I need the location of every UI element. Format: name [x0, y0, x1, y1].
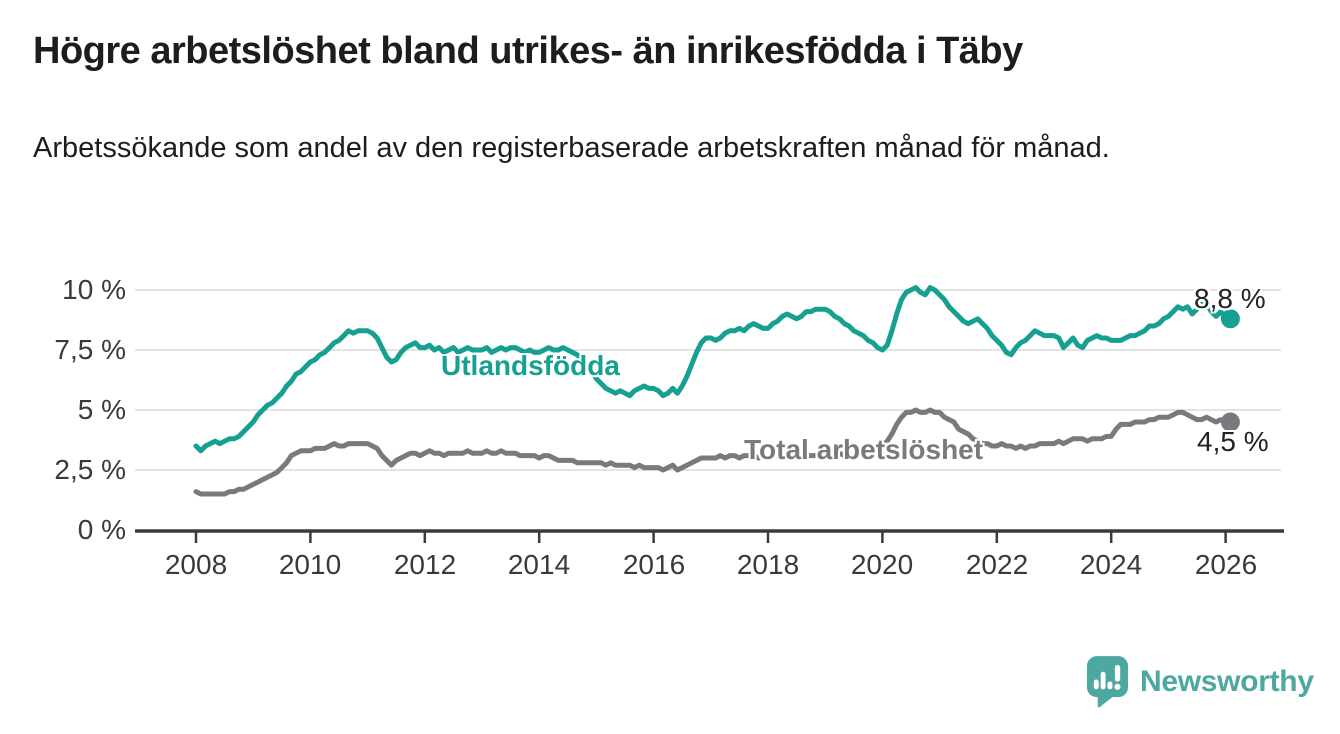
x-axis-tick-2018: 2018	[736, 549, 800, 580]
x-axis-tick-2022: 2022	[965, 549, 1029, 580]
y-axis-tick-2-5: 2,5 %	[54, 454, 126, 485]
x-axis-tick-2014: 2014	[507, 549, 571, 580]
chart-title: Högre arbetslöshet bland utrikes- än inr…	[33, 30, 1023, 72]
newsworthy-speech-bubble-icon	[1086, 656, 1129, 708]
x-axis-tick-2010: 2010	[278, 549, 342, 580]
x-axis-tick-2024: 2024	[1079, 549, 1143, 580]
y-axis-tick-7-5: 7,5 %	[54, 334, 126, 365]
end-value-label-total: 4,5 %	[1197, 426, 1269, 457]
series-label-total-arbetsloshet: Total arbetslöshet	[744, 434, 984, 465]
y-axis-tick-10: 10 %	[62, 274, 126, 305]
newsworthy-wordmark: Newsworthy	[1140, 664, 1314, 698]
chart-subtitle: Arbetssökande som andel av den registerb…	[33, 132, 1110, 164]
y-axis-tick-0: 0 %	[77, 514, 126, 545]
x-axis-tick-2026: 2026	[1194, 549, 1258, 580]
series-label-utlandsfodda: Utlandsfödda	[441, 350, 620, 381]
x-axis-tick-2008: 2008	[164, 549, 228, 580]
newsworthy-logo: Newsworthy	[1086, 655, 1314, 708]
end-value-label-utlandsfodda: 8,8 %	[1194, 283, 1266, 314]
x-axis-tick-2016: 2016	[622, 549, 686, 580]
y-axis-tick-5: 5 %	[77, 394, 126, 425]
x-axis-tick-2020: 2020	[850, 549, 914, 580]
x-axis-tick-2012: 2012	[393, 549, 457, 580]
